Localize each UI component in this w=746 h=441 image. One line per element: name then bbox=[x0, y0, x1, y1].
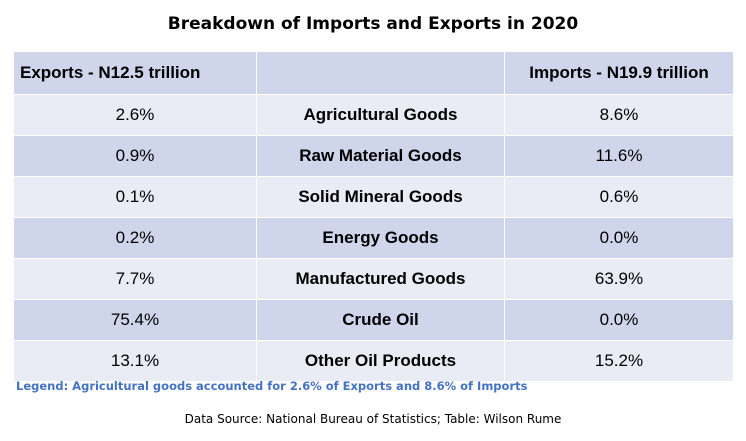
category-cell: Energy Goods bbox=[256, 217, 505, 259]
table-row: 2.6% Agricultural Goods 8.6% bbox=[13, 94, 734, 136]
category-cell: Manufactured Goods bbox=[256, 258, 505, 300]
imports-cell: 0.6% bbox=[504, 176, 734, 218]
legend-note: Legend: Agricultural goods accounted for… bbox=[16, 379, 528, 393]
category-cell: Solid Mineral Goods bbox=[256, 176, 505, 218]
table-row: 7.7% Manufactured Goods 63.9% bbox=[13, 258, 734, 300]
imports-cell: 0.0% bbox=[504, 217, 734, 259]
table-header-row: Exports - N12.5 trillion Imports - N19.9… bbox=[13, 51, 734, 95]
table-row: 75.4% Crude Oil 0.0% bbox=[13, 299, 734, 341]
exports-cell: 75.4% bbox=[13, 299, 257, 341]
category-cell: Agricultural Goods bbox=[256, 94, 505, 136]
table-row: 0.9% Raw Material Goods 11.6% bbox=[13, 135, 734, 177]
imports-header: Imports - N19.9 trillion bbox=[504, 51, 734, 95]
exports-cell: 0.9% bbox=[13, 135, 257, 177]
imports-cell: 63.9% bbox=[504, 258, 734, 300]
exports-cell: 2.6% bbox=[13, 94, 257, 136]
imports-cell: 15.2% bbox=[504, 340, 734, 382]
data-source-note: Data Source: National Bureau of Statisti… bbox=[184, 412, 562, 426]
imports-cell: 0.0% bbox=[504, 299, 734, 341]
trade-table: Exports - N12.5 trillion Imports - N19.9… bbox=[13, 51, 734, 382]
imports-cell: 8.6% bbox=[504, 94, 734, 136]
category-cell: Other Oil Products bbox=[256, 340, 505, 382]
exports-cell: 7.7% bbox=[13, 258, 257, 300]
exports-header: Exports - N12.5 trillion bbox=[13, 51, 257, 95]
category-cell: Crude Oil bbox=[256, 299, 505, 341]
table-row: 0.1% Solid Mineral Goods 0.6% bbox=[13, 176, 734, 218]
table-row: 0.2% Energy Goods 0.0% bbox=[13, 217, 734, 259]
table-row: 13.1% Other Oil Products 15.2% bbox=[13, 340, 734, 382]
exports-cell: 0.2% bbox=[13, 217, 257, 259]
exports-cell: 0.1% bbox=[13, 176, 257, 218]
table-title: Breakdown of Imports and Exports in 2020 bbox=[167, 14, 579, 34]
exports-cell: 13.1% bbox=[13, 340, 257, 382]
category-cell: Raw Material Goods bbox=[256, 135, 505, 177]
category-header bbox=[256, 51, 505, 95]
imports-cell: 11.6% bbox=[504, 135, 734, 177]
